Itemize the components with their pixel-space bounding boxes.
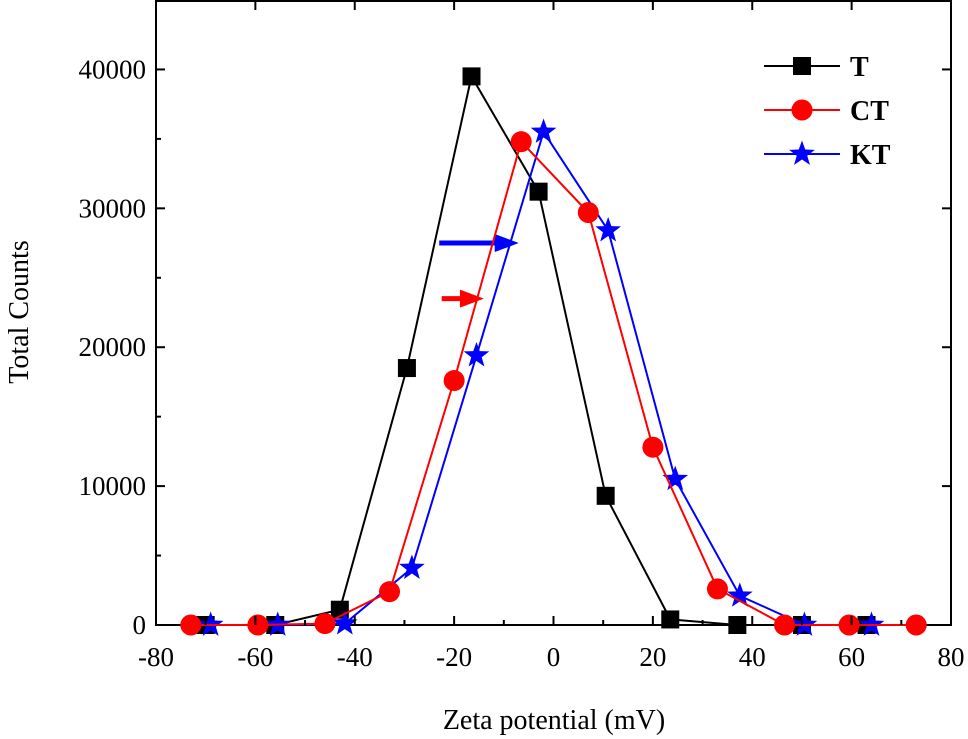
plot-area: [155, 0, 952, 626]
data-point-T: [728, 616, 747, 634]
data-point-CT: [706, 578, 728, 600]
legend-marker-KT: [789, 140, 815, 165]
series-line-CT: [190, 140, 917, 626]
x-tick-label: -40: [337, 642, 373, 672]
x-tick-label: 0: [547, 642, 561, 672]
data-point-KT: [399, 554, 425, 579]
legend-label-KT: KT: [850, 140, 891, 171]
data-point-T: [529, 182, 548, 201]
data-point-KT: [791, 611, 818, 636]
data-point-CT: [838, 614, 860, 636]
data-point-KT: [197, 611, 224, 636]
data-point-CT: [443, 370, 465, 392]
legend-item-CT: CT: [764, 96, 889, 127]
x-tick-label: 60: [838, 642, 865, 672]
data-point-T: [397, 359, 416, 378]
data-point-KT: [662, 465, 689, 491]
legend-label-CT: CT: [850, 96, 889, 127]
data-point-CT: [379, 581, 401, 603]
axes: -80 -60 -40 -20 0 20 40 60 80 0 10000 20000 30000 400…: [79, 1, 965, 672]
legend-item-T: T: [764, 52, 869, 83]
series-layer: [180, 67, 927, 636]
legend-marker-T: [793, 57, 811, 75]
data-point-CT: [247, 614, 269, 636]
legend-item-KT: KT: [764, 140, 891, 171]
data-point-T: [661, 610, 680, 629]
data-point-T: [462, 67, 481, 86]
arrow-head: [494, 234, 519, 253]
arrow-head: [459, 289, 484, 308]
data-point-CT: [642, 436, 664, 458]
legend: T CT KT: [764, 52, 891, 171]
y-tick-label: 10000: [79, 471, 147, 501]
series-T: [196, 67, 876, 634]
plot-frame: [155, 0, 952, 626]
y-tick-label: 40000: [79, 54, 147, 84]
data-point-KT: [595, 217, 621, 242]
y-tick-label: 20000: [79, 332, 147, 362]
x-tick-label: 80: [938, 642, 965, 672]
y-axis-title: Total Counts: [4, 240, 35, 384]
shift-arrows: [439, 234, 519, 308]
x-axis-title: Zeta potential (mV): [443, 705, 665, 736]
data-point-T: [596, 486, 615, 505]
data-point-CT: [510, 131, 532, 153]
data-point-CT: [905, 614, 927, 636]
data-point-KT: [726, 582, 753, 607]
data-point-CT: [180, 614, 202, 636]
legend-label-T: T: [850, 52, 869, 83]
data-point-KT: [331, 610, 358, 635]
series-CT: [180, 131, 927, 636]
x-tick-label: 40: [739, 642, 766, 672]
legend-marker-CT: [791, 99, 813, 121]
data-point-KT: [463, 342, 490, 367]
shift-arrow: [439, 234, 519, 253]
shift-arrow: [441, 289, 484, 308]
x-tick-label: -80: [138, 642, 174, 672]
x-tick-label: -60: [237, 642, 273, 672]
data-point-KT: [858, 611, 885, 636]
x-tick-label: 20: [639, 642, 666, 672]
data-point-KT: [530, 118, 557, 143]
y-tick-label: 0: [133, 610, 147, 640]
data-point-CT: [774, 614, 796, 636]
y-tick-label: 30000: [79, 193, 147, 223]
x-tick-label: -20: [436, 642, 472, 672]
data-point-CT: [314, 613, 336, 635]
data-point-CT: [577, 202, 599, 223]
